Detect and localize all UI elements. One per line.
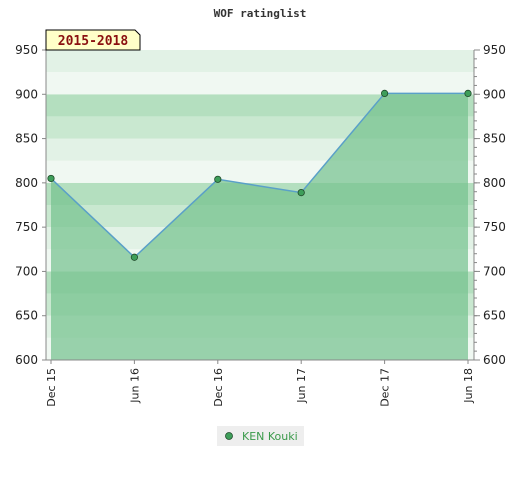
- y-tick-label-right: 900: [483, 87, 506, 101]
- y-tick-label-right: 750: [483, 220, 506, 234]
- data-point: [380, 89, 389, 98]
- grid-band: [46, 94, 474, 117]
- y-tick-label-left: 800: [15, 176, 38, 190]
- grid-band: [46, 72, 474, 95]
- chart-title: WOF ratinglist: [214, 7, 307, 20]
- x-tick-label: Jun 16: [128, 368, 141, 404]
- legend-box: [217, 426, 304, 446]
- data-point: [297, 189, 305, 197]
- y-tick-label-right: 700: [483, 264, 506, 278]
- y-tick-label-left: 850: [15, 132, 38, 146]
- y-tick-label-left: 750: [15, 220, 38, 234]
- data-point: [47, 174, 55, 183]
- x-tick-label: Jun 18: [462, 368, 475, 404]
- data-markers: [47, 89, 472, 261]
- legend-marker-icon: [225, 432, 233, 440]
- y-tick-label-left: 900: [15, 87, 38, 101]
- y-tick-label-right: 950: [483, 43, 506, 57]
- period-label: 2015-2018: [45, 29, 141, 51]
- y-tick-label-left: 950: [15, 43, 38, 57]
- y-tick-label-left: 700: [15, 264, 38, 278]
- y-tick-label-right: 650: [483, 309, 506, 323]
- data-point: [130, 253, 138, 261]
- data-point: [464, 89, 472, 98]
- grid-band: [46, 50, 474, 73]
- area-fill-layer: [51, 93, 468, 361]
- series-line-layer: [50, 92, 468, 259]
- series-line: [50, 92, 468, 259]
- period-label-text: 2015-2018: [58, 34, 129, 49]
- x-tick-label: Dec 16: [212, 368, 225, 407]
- period-label-box: [45, 29, 141, 51]
- legend[interactable]: KEN Kouki: [217, 426, 304, 446]
- x-tick-label: Dec 15: [45, 368, 58, 407]
- axes: 600 600 650 650 700 700 750 750 800 800 850 850 900 9…: [15, 43, 506, 407]
- data-point: [214, 175, 222, 183]
- x-tick-label: Jun 17: [295, 368, 308, 404]
- legend-series-name: KEN Kouki: [242, 430, 298, 443]
- y-tick-label-right: 600: [483, 353, 506, 367]
- x-tick-label: Dec 17: [379, 368, 392, 407]
- y-tick-label-left: 650: [15, 309, 38, 323]
- y-tick-label-right: 800: [483, 176, 506, 190]
- y-tick-label-left: 600: [15, 353, 38, 367]
- series-area: [51, 93, 468, 361]
- y-tick-label-right: 850: [483, 132, 506, 146]
